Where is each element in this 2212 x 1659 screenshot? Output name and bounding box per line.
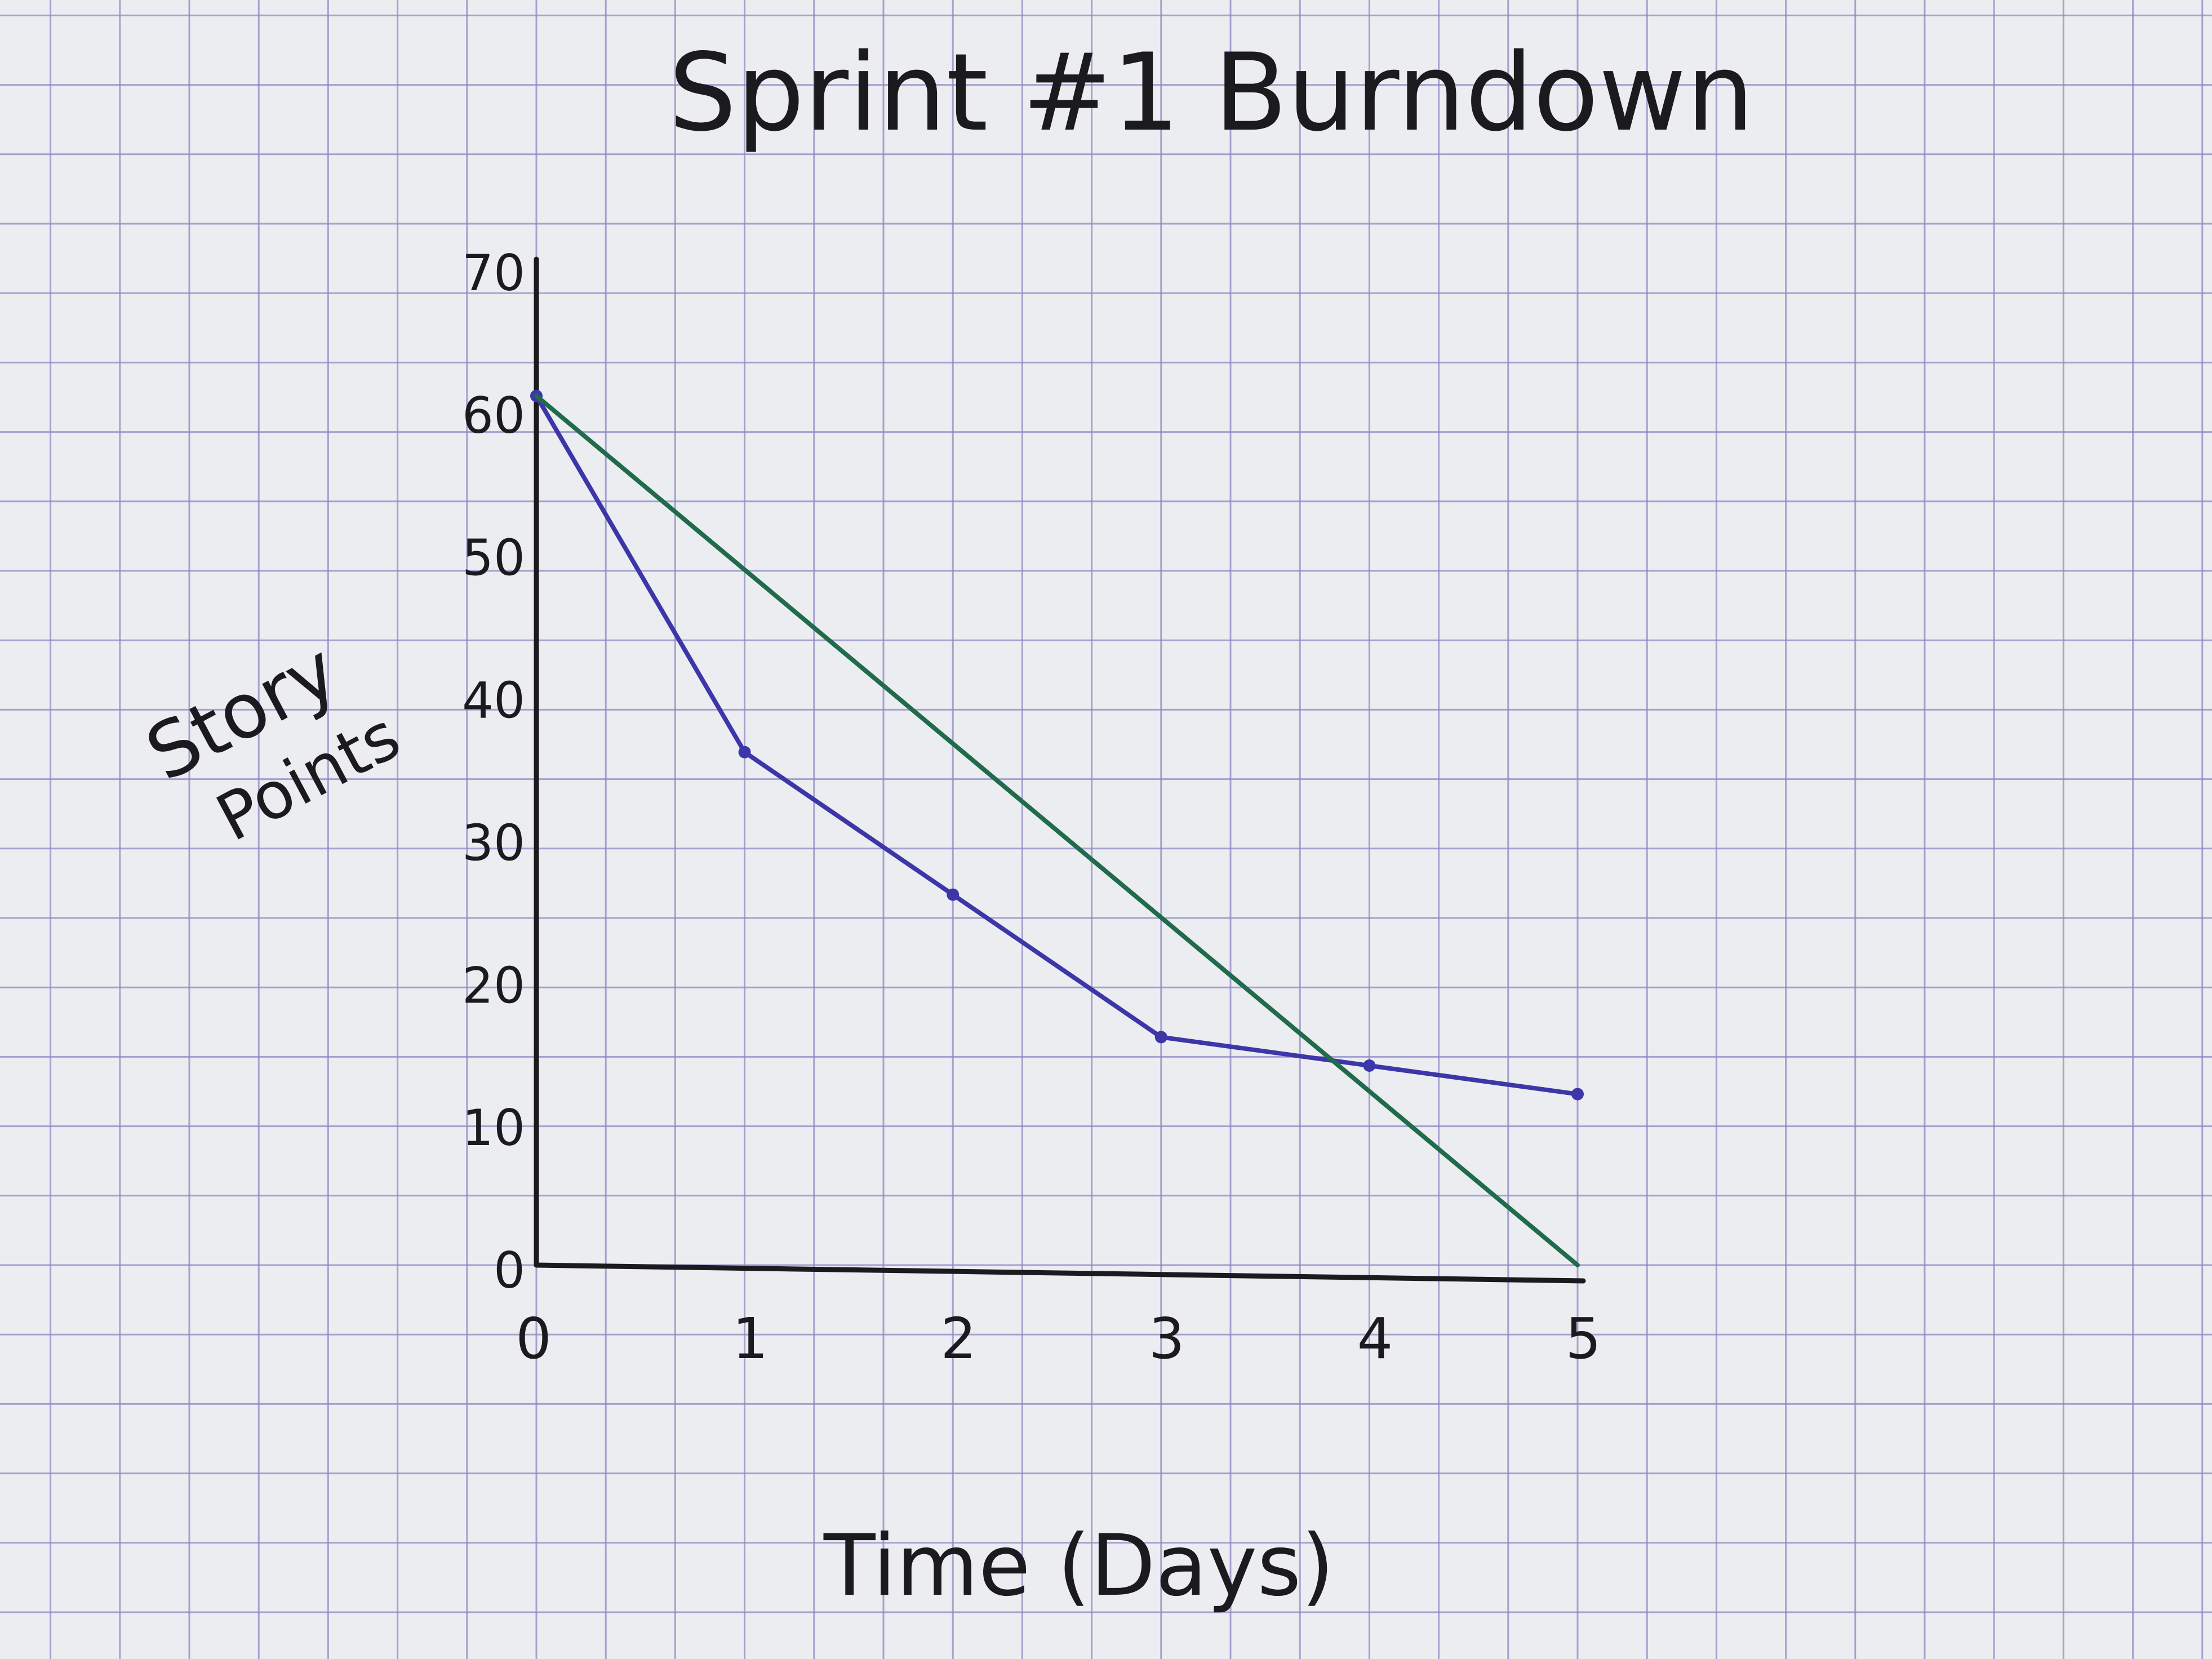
x-tick-label: 5 <box>1565 1306 1601 1372</box>
axes <box>534 256 1586 1284</box>
y-tick-label: 40 <box>462 672 525 730</box>
actual-data-point <box>738 746 751 758</box>
x-tick-label: 3 <box>1149 1306 1185 1372</box>
x-axis-line <box>534 1262 1586 1284</box>
y-tick-label: 70 <box>462 244 525 302</box>
x-tick-label: 0 <box>516 1306 552 1372</box>
series-lines <box>530 389 1584 1267</box>
x-tick-label: 1 <box>732 1306 769 1372</box>
x-axis-label: Time (Days) <box>823 1517 1334 1615</box>
y-tick-labels: 0 10 20 30 40 50 60 70 <box>462 244 525 1299</box>
x-tick-label: 4 <box>1357 1306 1393 1372</box>
y-tick-label: 60 <box>462 387 525 445</box>
x-tick-labels: 0 1 2 3 4 5 <box>516 1306 1601 1372</box>
y-tick-label: 30 <box>462 814 525 872</box>
actual-burndown-line <box>534 393 1580 1097</box>
actual-data-point <box>1363 1059 1376 1072</box>
y-tick-label: 20 <box>462 956 525 1014</box>
actual-data-point <box>1571 1088 1584 1101</box>
x-tick-label: 2 <box>940 1306 976 1372</box>
ideal-burndown-line <box>534 393 1580 1267</box>
y-tick-label: 0 <box>494 1241 525 1299</box>
y-tick-label: 10 <box>462 1099 525 1157</box>
chart-title: Sprint #1 Burndown <box>669 30 1755 155</box>
actual-data-point <box>1154 1031 1167 1044</box>
actual-data-point <box>947 888 960 901</box>
y-tick-label: 50 <box>462 529 525 587</box>
